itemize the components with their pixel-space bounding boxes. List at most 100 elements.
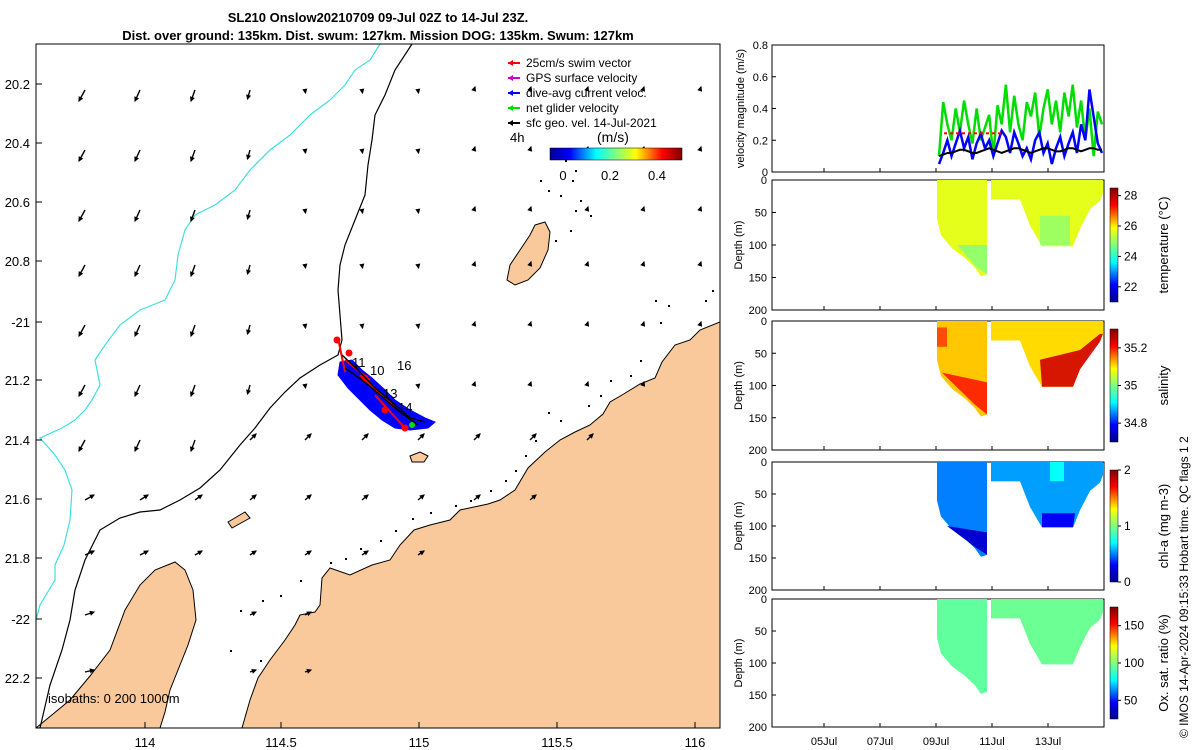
heatmap-colorbar — [1109, 469, 1119, 583]
current-arrowhead — [302, 148, 308, 155]
heatmap-panel: 0 50 100 150 200 Depth (m) 34.8 35 35.2 salinity — [733, 316, 1171, 457]
current-arrowhead — [302, 88, 308, 95]
current-arrowhead — [134, 331, 140, 338]
coastal-islet — [668, 305, 670, 307]
current-arrowhead — [246, 214, 252, 221]
colorbar-tick-label: 34.8 — [1124, 416, 1148, 430]
current-arrowhead — [471, 145, 477, 152]
current-arrowhead — [143, 550, 150, 556]
current-arrowhead — [415, 383, 421, 390]
current-arrowhead — [89, 550, 96, 555]
lat-tick-label: 20.2 — [5, 77, 30, 92]
depth-tick-label: 150 — [749, 690, 767, 702]
depth-tick-label: 200 — [749, 445, 767, 457]
current-arrowhead — [697, 145, 703, 152]
colorbar-tick: 0 — [559, 168, 566, 183]
colorbar-tick-label: 150 — [1124, 619, 1144, 633]
footer-credit: © IMOS 14-Apr-2024 09:15:33 Hobart time.… — [1177, 436, 1191, 738]
current-arrowhead — [415, 148, 421, 155]
current-arrowhead — [363, 494, 369, 500]
heatmap-panel: 0 50 100 150 200 Depth (m) 0 1 2 chl-a (mg m-3) — [733, 457, 1171, 597]
swim-marker — [998, 132, 1001, 135]
current-arrowhead — [415, 208, 421, 215]
colorbar-label: chl-a (mg m-3) — [1156, 484, 1171, 569]
current-arrowhead — [251, 433, 257, 439]
current-arrowhead — [584, 85, 590, 92]
depth-tick-label: 100 — [749, 521, 767, 533]
colorbar-label: salinity — [1156, 365, 1171, 405]
lat-tick-label: 21.6 — [5, 492, 30, 507]
velocity-ytick-label: 0.2 — [753, 135, 768, 147]
lon-tick-label: 114 — [135, 735, 156, 750]
current-arrowhead — [306, 550, 312, 556]
coastal-islet — [660, 322, 662, 324]
velocity-ylabel: velocity magnitude (m/s) — [735, 49, 747, 168]
swim-marker — [980, 132, 983, 135]
current-arrowhead — [359, 323, 365, 330]
velocity-panel: 0 0.2 0.4 0.6 0.8 velocity magnitude (m/s) — [735, 40, 1105, 179]
speed-colorbar — [549, 147, 683, 161]
track-day-label: 16 — [397, 358, 411, 373]
current-arrowhead — [302, 383, 308, 390]
coastal-islet — [515, 470, 517, 472]
depth-ylabel: Depth (m) — [733, 221, 745, 270]
coastal-islet — [575, 170, 577, 172]
coastal-islet — [600, 395, 602, 397]
current-arrowhead — [190, 96, 195, 103]
section-fill — [991, 180, 1103, 247]
current-arrowhead — [78, 271, 84, 278]
current-arrowhead — [640, 320, 646, 327]
coastal-islet — [575, 210, 577, 212]
swim-marker — [944, 132, 947, 135]
current-arrowhead — [471, 85, 477, 92]
velocity-ytick-label: 0.6 — [753, 72, 768, 84]
coastal-islet — [560, 420, 562, 422]
current-arrowhead — [197, 550, 203, 556]
current-arrowhead — [584, 320, 590, 327]
depth-tick-label: 200 — [749, 585, 767, 597]
current-arrowhead — [471, 260, 477, 267]
coastal-islet — [540, 180, 542, 182]
current-arrowhead — [415, 323, 421, 330]
current-arrowhead — [197, 494, 203, 500]
island-landmass-small — [409, 451, 429, 463]
time-series-panels: 0 0.2 0.4 0.6 0.8 velocity magnitude (m/s) 0 50… — [733, 40, 1171, 748]
lat-tick-label: -21 — [11, 315, 30, 330]
current-arrowhead — [134, 271, 140, 278]
colorbar-tick-label: 35.2 — [1124, 341, 1148, 355]
colorbar-tick: 0.2 — [601, 168, 619, 183]
coastal-islet — [525, 455, 527, 457]
current-arrowhead — [306, 494, 312, 500]
coastal-islet — [705, 300, 707, 302]
depth-ylabel: Depth (m) — [733, 639, 745, 688]
current-arrowhead — [475, 433, 481, 439]
lon-tick-label: 115 — [409, 735, 430, 750]
current-arrowhead — [471, 320, 477, 327]
coastal-islet — [230, 650, 232, 652]
coastal-islet — [588, 405, 590, 407]
depth-tick-label: 200 — [749, 305, 767, 317]
lat-tick-label: 21.8 — [5, 551, 30, 566]
lon-tick-label: 114.5 — [265, 735, 297, 750]
figure-title-line1: SL210 Onslow20210709 09-Jul 02Z to 14-Ju… — [228, 10, 529, 25]
isobath-200m — [39, 44, 413, 728]
colorbar-tick: 0.4 — [648, 168, 666, 183]
colorbar-tick-label: 24 — [1124, 249, 1138, 263]
swim-marker — [992, 132, 995, 135]
lat-tick-label: 22.2 — [5, 671, 30, 686]
current-arrowhead — [190, 216, 195, 223]
depth-tick-label: 100 — [749, 658, 767, 670]
coastal-islet — [412, 518, 414, 520]
current-arrowhead — [134, 391, 140, 398]
current-arrowhead — [78, 391, 84, 398]
colorbar-tick-label: 26 — [1124, 219, 1138, 233]
peninsula-landmass — [36, 561, 197, 728]
current-arrowhead — [134, 216, 140, 223]
current-arrowhead — [89, 668, 96, 674]
current-arrowhead — [415, 263, 421, 270]
current-arrowhead — [134, 96, 140, 103]
current-arrowhead — [190, 391, 195, 398]
velocity-series-line — [938, 147, 1102, 158]
current-arrowhead — [640, 85, 646, 92]
